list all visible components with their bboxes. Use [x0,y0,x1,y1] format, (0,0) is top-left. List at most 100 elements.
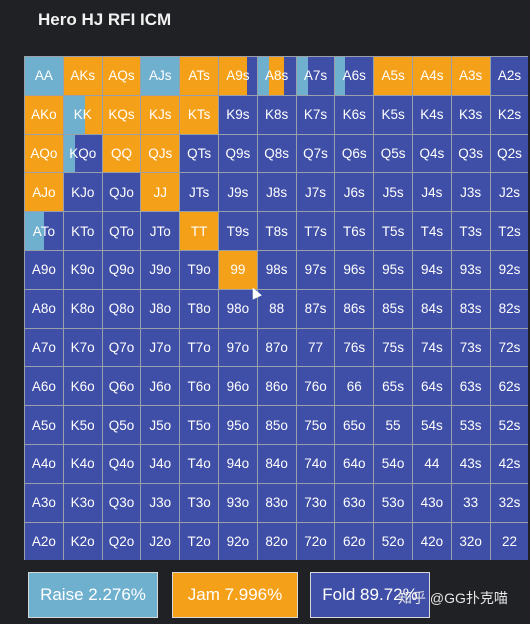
hand-cell-Q7s[interactable]: Q7s [296,134,335,173]
hand-cell-77[interactable]: 77 [296,328,335,367]
hand-cell-J6s[interactable]: J6s [335,173,374,212]
hand-cell-KJs[interactable]: KJs [141,95,180,134]
hand-cell-65o[interactable]: 65o [335,406,374,444]
hand-cell-A5o[interactable]: A5o [25,406,63,444]
hand-cell-AJs[interactable]: AJs [141,57,180,95]
hand-cell-93s[interactable]: 93s [451,250,490,289]
hand-cell-Q9o[interactable]: Q9o [102,250,141,289]
hand-cell-82o[interactable]: 82o [257,522,296,561]
hand-cell-K9s[interactable]: K9s [218,95,257,134]
hand-cell-K7o[interactable]: K7o [63,328,102,367]
hand-cell-A4o[interactable]: A4o [25,444,63,483]
hand-cell-A2o[interactable]: A2o [25,522,63,561]
hand-cell-AA[interactable]: AA [25,57,63,95]
hand-cell-43o[interactable]: 43o [412,483,451,522]
hand-cell-QJs[interactable]: QJs [141,134,180,173]
hand-cell-J8o[interactable]: J8o [141,289,180,328]
hand-cell-T6s[interactable]: T6s [335,212,374,250]
hand-cell-AKs[interactable]: AKs [63,57,102,95]
hand-cell-53o[interactable]: 53o [374,483,412,522]
hand-cell-43s[interactable]: 43s [451,444,490,483]
hand-cell-Q6o[interactable]: Q6o [102,367,141,406]
hand-cell-T5o[interactable]: T5o [180,406,218,444]
hand-cell-T6o[interactable]: T6o [180,367,218,406]
hand-cell-96s[interactable]: 96s [335,250,374,289]
hand-cell-88[interactable]: 88 [257,289,296,328]
hand-cell-K5o[interactable]: K5o [63,406,102,444]
hand-cell-87s[interactable]: 87s [296,289,335,328]
hand-cell-74s[interactable]: 74s [412,328,451,367]
hand-cell-75o[interactable]: 75o [296,406,335,444]
hand-cell-K9o[interactable]: K9o [63,250,102,289]
hand-cell-T7s[interactable]: T7s [296,212,335,250]
hand-cell-85o[interactable]: 85o [257,406,296,444]
hand-cell-J9s[interactable]: J9s [218,173,257,212]
hand-cell-22[interactable]: 22 [490,522,529,561]
hand-cell-83s[interactable]: 83s [451,289,490,328]
hand-cell-52o[interactable]: 52o [374,522,412,561]
hand-cell-T3s[interactable]: T3s [451,212,490,250]
hand-cell-KTo[interactable]: KTo [63,212,102,250]
hand-cell-73s[interactable]: 73s [451,328,490,367]
hand-cell-J2o[interactable]: J2o [141,522,180,561]
hand-cell-AQo[interactable]: AQo [25,134,63,173]
hand-cell-86s[interactable]: 86s [335,289,374,328]
hand-cell-Q8o[interactable]: Q8o [102,289,141,328]
hand-cell-A3o[interactable]: A3o [25,483,63,522]
hand-cell-J3s[interactable]: J3s [451,173,490,212]
hand-cell-AJo[interactable]: AJo [25,173,63,212]
hand-cell-KQs[interactable]: KQs [102,95,141,134]
hand-cell-97s[interactable]: 97s [296,250,335,289]
hand-cell-98s[interactable]: 98s [257,250,296,289]
hand-cell-A4s[interactable]: A4s [412,57,451,95]
hand-cell-T9o[interactable]: T9o [180,250,218,289]
hand-cell-K3o[interactable]: K3o [63,483,102,522]
hand-cell-K8s[interactable]: K8s [257,95,296,134]
hand-cell-63s[interactable]: 63s [451,367,490,406]
hand-cell-Q3o[interactable]: Q3o [102,483,141,522]
hand-cell-54o[interactable]: 54o [374,444,412,483]
hand-cell-T2o[interactable]: T2o [180,522,218,561]
hand-cell-T4s[interactable]: T4s [412,212,451,250]
hand-cell-JTo[interactable]: JTo [141,212,180,250]
hand-cell-32o[interactable]: 32o [451,522,490,561]
hand-cell-76s[interactable]: 76s [335,328,374,367]
hand-cell-63o[interactable]: 63o [335,483,374,522]
hand-cell-92s[interactable]: 92s [490,250,529,289]
hand-cell-A3s[interactable]: A3s [451,57,490,95]
hand-cell-84s[interactable]: 84s [412,289,451,328]
hand-cell-J4o[interactable]: J4o [141,444,180,483]
hand-cell-64s[interactable]: 64s [412,367,451,406]
hand-cell-J5s[interactable]: J5s [374,173,412,212]
hand-cell-84o[interactable]: 84o [257,444,296,483]
hand-cell-Q2s[interactable]: Q2s [490,134,529,173]
hand-cell-K6s[interactable]: K6s [335,95,374,134]
hand-cell-AQs[interactable]: AQs [102,57,141,95]
hand-cell-A7o[interactable]: A7o [25,328,63,367]
hand-cell-J3o[interactable]: J3o [141,483,180,522]
hand-cell-A9o[interactable]: A9o [25,250,63,289]
hand-cell-99[interactable]: 99 [218,250,257,289]
hand-cell-Q7o[interactable]: Q7o [102,328,141,367]
hand-cell-85s[interactable]: 85s [374,289,412,328]
hand-cell-82s[interactable]: 82s [490,289,529,328]
hand-cell-QQ[interactable]: QQ [102,134,141,173]
hand-cell-Q9s[interactable]: Q9s [218,134,257,173]
hand-cell-53s[interactable]: 53s [451,406,490,444]
hand-cell-94s[interactable]: 94s [412,250,451,289]
hand-cell-K6o[interactable]: K6o [63,367,102,406]
hand-cell-J6o[interactable]: J6o [141,367,180,406]
hand-cell-55[interactable]: 55 [374,406,412,444]
hand-cell-A9s[interactable]: A9s [218,57,257,95]
hand-cell-62s[interactable]: 62s [490,367,529,406]
hand-cell-T5s[interactable]: T5s [374,212,412,250]
hand-cell-Q8s[interactable]: Q8s [257,134,296,173]
hand-cell-J8s[interactable]: J8s [257,173,296,212]
hand-cell-A8o[interactable]: A8o [25,289,63,328]
hand-cell-95o[interactable]: 95o [218,406,257,444]
hand-cell-K2s[interactable]: K2s [490,95,529,134]
hand-cell-73o[interactable]: 73o [296,483,335,522]
hand-cell-T7o[interactable]: T7o [180,328,218,367]
hand-cell-T8s[interactable]: T8s [257,212,296,250]
hand-cell-Q5o[interactable]: Q5o [102,406,141,444]
